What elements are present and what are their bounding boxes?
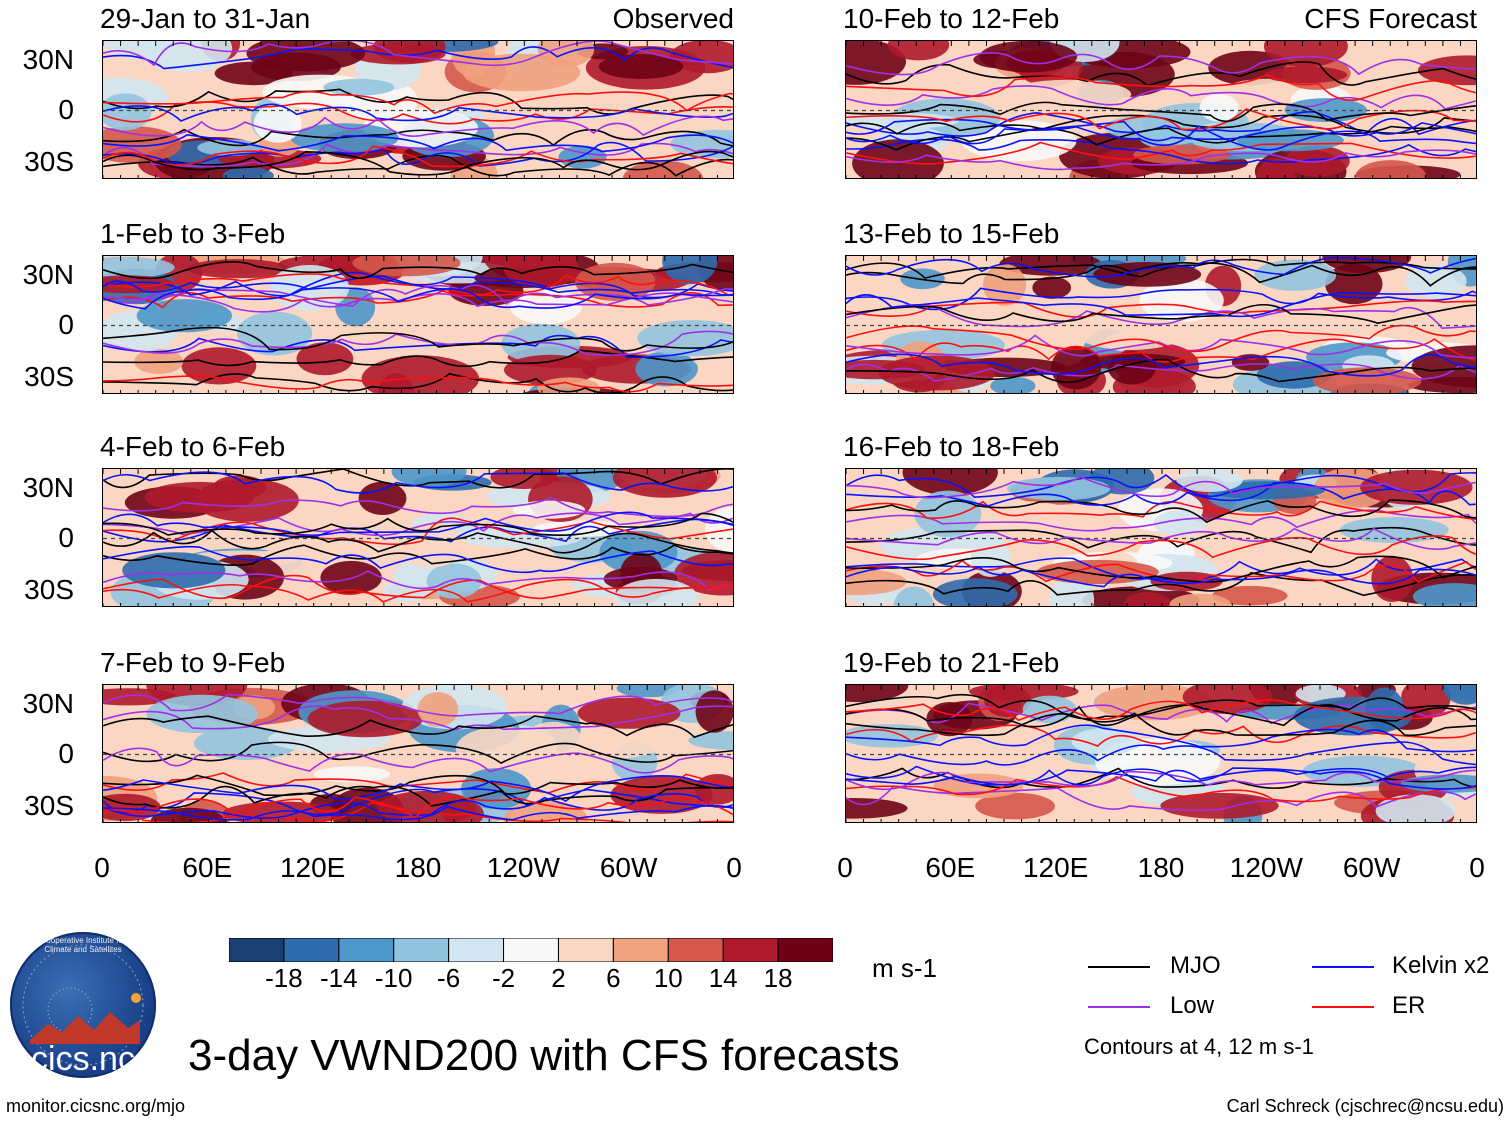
colorbar-swatch (283, 937, 340, 963)
colorbar-swatch (777, 937, 834, 963)
map-field (103, 469, 733, 606)
legend-line-kelvin (1312, 966, 1374, 968)
map-field (846, 469, 1476, 606)
legend-label-low: Low (1170, 992, 1215, 1019)
footer-credit: Carl Schreck (cjschrec@ncsu.edu) (1226, 1096, 1504, 1116)
colorbar-swatch (612, 937, 669, 963)
map-panel (845, 468, 1477, 607)
colorbar-tick-label: -18 (265, 963, 303, 993)
colorbar-tick-label: 2 (551, 963, 566, 993)
lon-tick-label: 0 (94, 852, 110, 883)
panel-date-range: 19-Feb to 21-Feb (843, 647, 1060, 678)
lon-tick-label: 180 (394, 852, 442, 883)
colorbar-swatch (393, 937, 450, 963)
colorbar-tick-label: -14 (320, 963, 358, 993)
map-panel (102, 255, 734, 394)
lon-tick-label: 60E (925, 852, 976, 883)
lat-tick-label: 30N (22, 472, 74, 503)
legend-label-kelvin: Kelvin x2 (1392, 952, 1490, 979)
lat-tick-label: 30N (22, 44, 74, 75)
colorbar-tick-label: 6 (606, 963, 621, 993)
units-label: m s-1 (872, 953, 937, 983)
lon-tick-label: 60W (1342, 852, 1401, 883)
colorbar-swatch (557, 937, 614, 963)
colorbar-tick-label: 14 (708, 963, 738, 993)
lat-tick-label: 0 (58, 94, 74, 125)
map-field (846, 685, 1476, 822)
logo-graphic (22, 944, 144, 1066)
panel-source-tag: CFS Forecast (1304, 3, 1477, 34)
colorbar (228, 937, 834, 963)
panel-source-tag: Observed (612, 3, 734, 34)
figure-title: 3-day VWND200 with CFS forecasts (188, 1031, 900, 1080)
lat-tick-label: 30S (24, 146, 74, 177)
lat-tick-label: 30S (24, 790, 74, 821)
lat-tick-label: 30N (22, 259, 74, 290)
panel-date-range: 29-Jan to 31-Jan (100, 3, 311, 34)
legend-line-low (1088, 1006, 1150, 1008)
cics-logo: Cooperative Institute for Climate and Sa… (10, 932, 156, 1078)
map-panel (845, 684, 1477, 823)
legend-label-mjo: MJO (1170, 952, 1221, 979)
lon-tick-label: 120W (486, 852, 560, 883)
lat-tick-label: 0 (58, 309, 74, 340)
panel-date-range: 10-Feb to 12-Feb (843, 3, 1060, 34)
lon-tick-label: 180 (1137, 852, 1185, 883)
map-panel (102, 40, 734, 179)
legend-note: Contours at 4, 12 m s-1 (1084, 1034, 1314, 1059)
lat-tick-label: 30S (24, 361, 74, 392)
colorbar-swatch (667, 937, 724, 963)
map-panel (102, 468, 734, 607)
map-panel (845, 40, 1477, 179)
map-panel (845, 255, 1477, 394)
colorbar-tick-label: 18 (763, 963, 793, 993)
lon-tick-label: 120E (279, 852, 346, 883)
logo-text: cics.nc (31, 1040, 135, 1078)
panel-date-range: 16-Feb to 18-Feb (843, 431, 1060, 462)
lon-tick-label: 0 (726, 852, 742, 883)
lon-tick-label: 120W (1229, 852, 1303, 883)
lon-tick-label: 0 (1469, 852, 1485, 883)
colorbar-swatch (503, 937, 559, 963)
colorbar-tick-label: 10 (653, 963, 683, 993)
lat-tick-label: 0 (58, 522, 74, 553)
colorbar-tick-label: -6 (437, 963, 461, 993)
colorbar-swatch (448, 937, 505, 963)
map-field (846, 41, 1476, 178)
lon-tick-label: 60E (182, 852, 233, 883)
panel-date-range: 7-Feb to 9-Feb (100, 647, 286, 678)
colorbar-swatch (338, 937, 395, 963)
logo-ring-text: Cooperative Institute for Climate and Sa… (40, 936, 126, 954)
footer-url: monitor.cicsnc.org/mjo (6, 1096, 186, 1116)
lon-tick-label: 0 (837, 852, 853, 883)
map-field (103, 41, 733, 178)
panel-date-range: 4-Feb to 6-Feb (100, 431, 286, 462)
legend-line-er (1312, 1006, 1374, 1008)
colorbar-swatch (228, 937, 285, 963)
colorbar-swatches (228, 937, 834, 963)
lon-tick-label: 60W (599, 852, 658, 883)
colorbar-swatch (722, 937, 779, 963)
lat-tick-label: 30S (24, 574, 74, 605)
lon-tick-label: 120E (1022, 852, 1089, 883)
lat-tick-label: 0 (58, 738, 74, 769)
map-field (103, 256, 733, 393)
legend-line-mjo (1088, 966, 1150, 968)
legend-label-er: ER (1392, 992, 1426, 1019)
colorbar-tick-label: -10 (374, 963, 413, 993)
lat-tick-label: 30N (22, 688, 74, 719)
panel-date-range: 1-Feb to 3-Feb (100, 218, 286, 249)
panel-date-range: 13-Feb to 15-Feb (843, 218, 1060, 249)
map-panel (102, 684, 734, 823)
map-field (846, 256, 1476, 393)
colorbar-tick-label: -2 (491, 963, 516, 993)
map-field (103, 685, 733, 822)
